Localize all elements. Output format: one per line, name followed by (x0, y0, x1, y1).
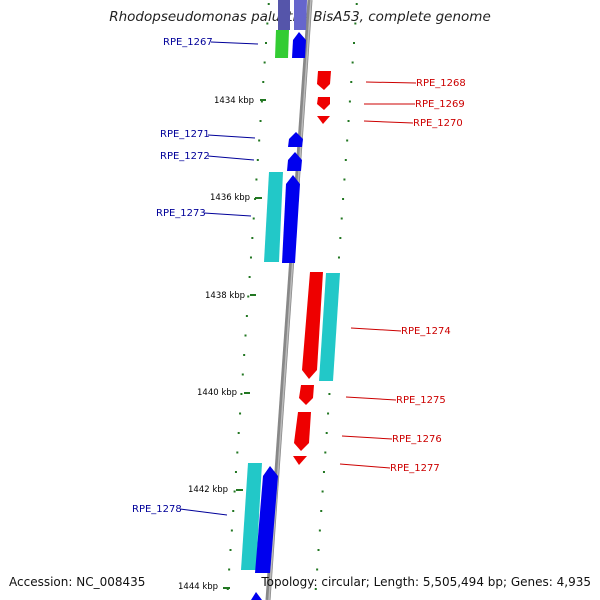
gene-rpe-1266-block[interactable] (278, 0, 290, 30)
gene-label-rpe-1267[interactable]: RPE_1267 (163, 37, 213, 48)
gene-label-rpe-1271[interactable]: RPE_1271 (160, 129, 210, 140)
gene-rpe-1278-orf[interactable] (241, 463, 262, 570)
gene-label-rpe-1275[interactable]: RPE_1275 (396, 395, 446, 406)
kbp-label: 1438 kbp (205, 291, 245, 301)
gene-rpe-1267-cds[interactable] (294, 0, 307, 30)
gene-label-rpe-1270[interactable]: RPE_1270 (413, 118, 463, 129)
gene-label-rpe-1273[interactable]: RPE_1273 (156, 208, 206, 219)
forward-strand-features (241, 0, 307, 600)
topology-label: Topology: circular; Length: 5,505,494 bp… (261, 575, 591, 589)
gene-rpe-1269-arrow[interactable] (317, 97, 330, 110)
gene-rpe-1274-orf[interactable] (319, 273, 340, 381)
gene-label-rpe-1269[interactable]: RPE_1269 (415, 99, 465, 110)
gene-rpe-1270-arrow[interactable] (317, 116, 330, 124)
gene-rpe-1273-arrow[interactable] (282, 175, 300, 263)
gene-rpe-1272-arrow[interactable] (287, 152, 302, 171)
gene-label-rpe-1277[interactable]: RPE_1277 (390, 463, 440, 474)
gene-rpe-1267-other[interactable] (275, 30, 289, 58)
gene-rpe-1267-arrow[interactable] (292, 32, 306, 58)
reverse-strand-features (293, 71, 340, 465)
gene-rpe-1273-orf[interactable] (264, 172, 283, 262)
gene-rpe-1268-arrow[interactable] (317, 71, 331, 90)
accession-label: Accession: NC_008435 (9, 575, 146, 589)
gene-rpe-1275-arrow[interactable] (299, 385, 314, 405)
kbp-label: 1444 kbp (178, 582, 218, 592)
kbp-label: 1442 kbp (188, 485, 228, 495)
gene-label-rpe-1268[interactable]: RPE_1268 (416, 78, 466, 89)
kbp-label: 1440 kbp (197, 388, 237, 398)
gene-label-rpe-1272[interactable]: RPE_1272 (160, 151, 210, 162)
kbp-label: 1436 kbp (210, 193, 250, 203)
gene-rpe-1276-arrow[interactable] (294, 412, 311, 451)
gene-rpe-1271-arrow[interactable] (288, 132, 303, 147)
gene-rpe-1279-arrow[interactable] (251, 592, 262, 600)
gene-rpe-1274-arrow[interactable] (302, 272, 323, 379)
kbp-axis: 1434 kbp 1436 kbp 1438 kbp 1440 kbp 1442… (178, 96, 266, 592)
gene-rpe-1278-arrow[interactable] (255, 466, 278, 573)
gene-label-rpe-1274[interactable]: RPE_1274 (401, 326, 451, 337)
forward-gene-labels: RPE_1267 RPE_1271 RPE_1272 RPE_1273 RPE_… (132, 37, 259, 516)
reverse-gene-labels: RPE_1268 RPE_1269 RPE_1270 RPE_1274 RPE_… (339, 78, 466, 474)
gene-rpe-1277-arrow[interactable] (293, 456, 307, 465)
kbp-label: 1434 kbp (214, 96, 254, 106)
gene-label-rpe-1278[interactable]: RPE_1278 (132, 504, 182, 515)
gene-label-rpe-1276[interactable]: RPE_1276 (392, 434, 442, 445)
